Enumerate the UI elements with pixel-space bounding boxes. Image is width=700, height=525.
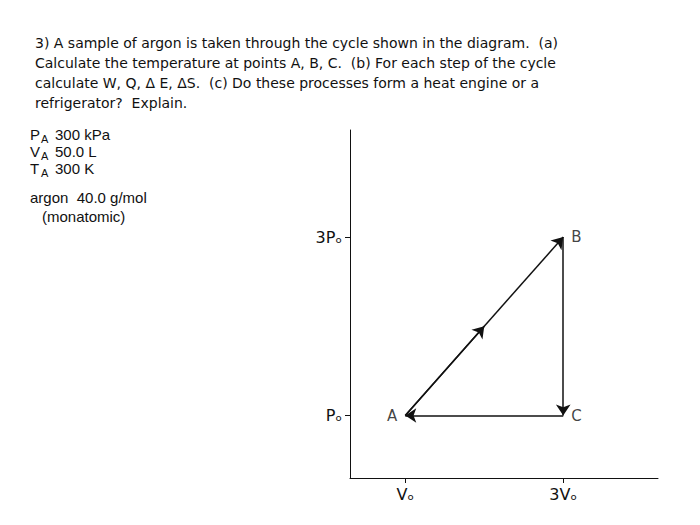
svg-text:Pₒ: Pₒ — [326, 406, 342, 425]
svg-text:C: C — [571, 407, 581, 425]
svg-text:3Vₒ: 3Vₒ — [549, 485, 577, 504]
svg-text:Calculate the temperature at p: Calculate the temperature at points A, B… — [35, 55, 556, 71]
svg-text:Vₒ: Vₒ — [397, 485, 415, 504]
svg-text:50.0 L: 50.0 L — [55, 143, 97, 160]
svg-text:(monatomic): (monatomic) — [42, 208, 125, 225]
svg-text:A: A — [41, 150, 49, 162]
svg-text:V: V — [30, 143, 40, 160]
svg-text:A: A — [387, 407, 398, 425]
svg-text:calculate W, Q, Δ E, ΔS. (c): calculate W, Q, Δ E, ΔS. (c) Do these pr… — [35, 75, 539, 91]
svg-text:A: A — [41, 167, 49, 179]
svg-text:B: B — [571, 228, 581, 246]
svg-text:300 K: 300 K — [55, 160, 94, 177]
svg-text:300 kPa: 300 kPa — [55, 126, 111, 143]
svg-text:argon 40.0 g/mol: argon 40.0 g/mol — [30, 189, 147, 206]
svg-text:A: A — [41, 133, 49, 145]
svg-text:refrigerator? Explain.: refrigerator? Explain. — [35, 95, 187, 111]
svg-text:P: P — [30, 126, 40, 143]
svg-text:3Pₒ: 3Pₒ — [316, 228, 342, 247]
svg-text:T: T — [30, 160, 39, 177]
svg-text:3) A sample of argon is taken: 3) A sample of argon is taken through th… — [35, 35, 558, 51]
